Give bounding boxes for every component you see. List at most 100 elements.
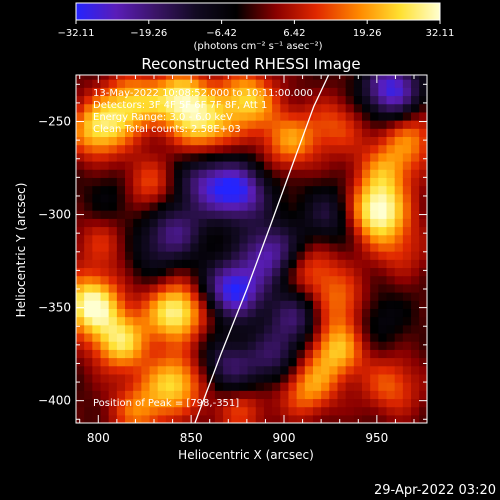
heatmap-cell bbox=[190, 95, 200, 105]
heatmap-cell bbox=[182, 398, 191, 408]
heatmap-cell bbox=[353, 103, 363, 113]
heatmap-cell bbox=[231, 226, 241, 236]
heatmap-cell bbox=[239, 103, 249, 113]
heatmap-cell bbox=[92, 341, 102, 350]
heatmap-cell bbox=[149, 185, 159, 195]
heatmap-cell bbox=[329, 259, 339, 269]
heatmap-cell bbox=[386, 144, 396, 154]
heatmap-cell bbox=[419, 357, 427, 367]
heatmap-cell bbox=[214, 144, 224, 154]
heatmap-cell bbox=[149, 242, 159, 252]
heatmap-cell bbox=[419, 185, 427, 195]
heatmap-cell bbox=[190, 259, 200, 269]
heatmap-cell bbox=[394, 185, 404, 195]
heatmap-cell bbox=[141, 234, 151, 244]
heatmap-cell bbox=[214, 128, 224, 138]
heatmap-cell bbox=[280, 300, 290, 309]
heatmap-cell bbox=[394, 251, 404, 260]
heatmap-cell bbox=[419, 226, 427, 236]
heatmap-cell bbox=[125, 316, 134, 326]
heatmap-cell bbox=[247, 373, 257, 383]
heatmap-cell bbox=[92, 111, 102, 121]
heatmap-cell bbox=[76, 160, 85, 170]
heatmap-cell bbox=[214, 390, 224, 400]
heatmap-cell bbox=[345, 160, 355, 170]
heatmap-cell bbox=[76, 128, 85, 138]
heatmap-cell bbox=[411, 406, 420, 416]
heatmap-cell bbox=[182, 341, 191, 350]
heatmap-cell bbox=[206, 75, 216, 80]
heatmap-cell bbox=[157, 259, 167, 269]
heatmap-cell bbox=[280, 357, 290, 367]
heatmap-cell bbox=[296, 111, 306, 121]
heatmap-cell bbox=[402, 259, 412, 269]
heatmap-cell bbox=[157, 373, 167, 383]
heatmap-cell bbox=[263, 267, 273, 277]
heatmap-cell bbox=[100, 382, 110, 391]
heatmap-cell bbox=[288, 218, 298, 228]
heatmap-cell bbox=[141, 144, 151, 154]
heatmap-cell bbox=[345, 185, 355, 195]
heatmap-cell bbox=[411, 152, 420, 162]
heatmap-cell bbox=[312, 226, 322, 236]
heatmap-cell bbox=[345, 169, 355, 178]
heatmap-cell bbox=[182, 152, 191, 162]
heatmap-cell bbox=[304, 251, 314, 260]
heatmap-cell bbox=[174, 259, 183, 269]
heatmap-cell bbox=[362, 152, 371, 162]
heatmap-cell bbox=[411, 79, 420, 88]
heatmap-cell bbox=[198, 218, 208, 228]
heatmap-cell bbox=[84, 111, 93, 121]
heatmap-cell bbox=[362, 259, 371, 269]
heatmap-cell bbox=[198, 128, 208, 138]
heatmap-cell bbox=[312, 210, 322, 219]
heatmap-cell bbox=[157, 382, 167, 391]
heatmap-cell bbox=[239, 111, 249, 121]
heatmap-cell bbox=[263, 177, 273, 187]
heatmap-cell bbox=[329, 177, 339, 187]
heatmap-cell bbox=[100, 406, 110, 416]
heatmap-cell bbox=[411, 275, 420, 285]
heatmap-cell bbox=[272, 177, 281, 187]
heatmap-cell bbox=[402, 103, 412, 113]
heatmap-cell bbox=[272, 382, 281, 391]
heatmap-cell bbox=[402, 308, 412, 318]
heatmap-cell bbox=[362, 120, 371, 129]
heatmap-cell bbox=[304, 75, 314, 80]
heatmap-cell bbox=[125, 275, 134, 285]
heatmap-cell bbox=[231, 201, 241, 211]
heatmap-cell bbox=[411, 185, 420, 195]
heatmap-cell bbox=[223, 210, 232, 219]
heatmap-cell bbox=[272, 259, 281, 269]
heatmap-cell bbox=[231, 169, 241, 178]
heatmap-cell bbox=[378, 291, 388, 301]
heatmap-cell bbox=[84, 267, 93, 277]
heatmap-cell bbox=[329, 398, 339, 408]
heatmap-cell bbox=[362, 324, 371, 334]
heatmap-cell bbox=[370, 144, 379, 154]
heatmap-cell bbox=[92, 193, 102, 203]
heatmap-cell bbox=[329, 316, 339, 326]
heatmap-cell bbox=[141, 75, 151, 80]
heatmap-cell bbox=[304, 390, 314, 400]
heatmap-cell bbox=[272, 218, 281, 228]
heatmap-cell bbox=[92, 373, 102, 383]
heatmap-cell bbox=[329, 193, 339, 203]
heatmap-cell bbox=[149, 324, 159, 334]
heatmap-cell bbox=[394, 382, 404, 391]
heatmap-cell bbox=[353, 177, 363, 187]
heatmap-cell bbox=[329, 160, 339, 170]
heatmap-cell bbox=[100, 160, 110, 170]
heatmap-cell bbox=[214, 87, 224, 97]
heatmap-cell bbox=[247, 283, 257, 293]
heatmap-cell bbox=[92, 234, 102, 244]
heatmap-cell bbox=[394, 308, 404, 318]
heatmap-cell bbox=[419, 144, 427, 154]
heatmap-cell bbox=[362, 128, 371, 138]
heatmap-cell bbox=[239, 210, 249, 219]
heatmap-cell bbox=[206, 144, 216, 154]
heatmap-cell bbox=[272, 390, 281, 400]
heatmap-cell bbox=[288, 87, 298, 97]
heatmap-cell bbox=[182, 332, 191, 342]
heatmap-cell bbox=[100, 201, 110, 211]
